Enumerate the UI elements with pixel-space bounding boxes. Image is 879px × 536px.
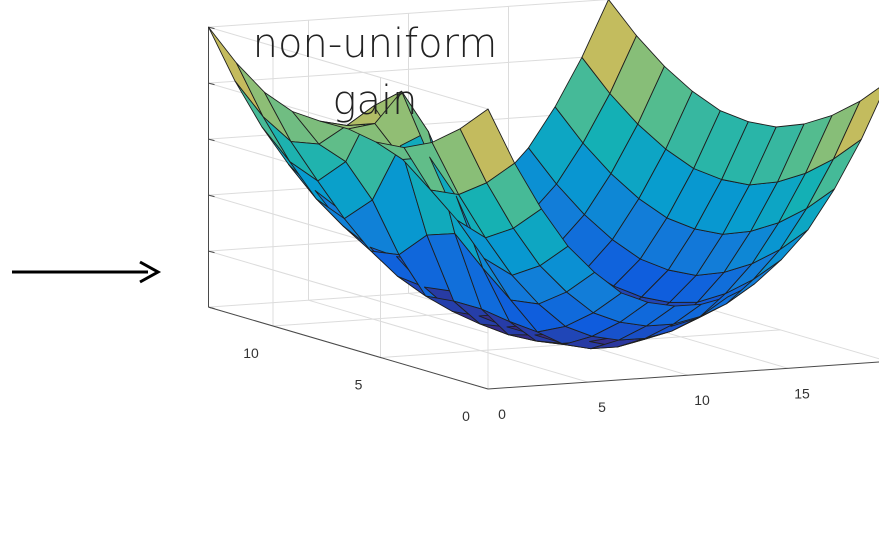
grid-line-back-z1 [208, 250, 489, 334]
surface-patch-0-14 [833, 87, 879, 160]
tick-labels: 051015200510 [243, 345, 810, 424]
y-tick-label-10: 10 [243, 345, 259, 361]
x-axis-line [487, 361, 879, 390]
annotation-title-line2: gain [333, 78, 418, 124]
x-tick-label-0: 0 [498, 406, 506, 422]
z-tick-4 [208, 82, 215, 86]
z-tick-3 [208, 138, 215, 142]
z-tick-2 [208, 194, 215, 198]
right-arrow-icon [12, 260, 162, 284]
annotation-title-line1: non-uniform [253, 21, 498, 67]
x-tick-label-10: 10 [694, 392, 710, 408]
y-tick-label-0: 0 [462, 408, 470, 424]
z-tick-0 [208, 306, 215, 310]
y-tick-label-5: 5 [355, 377, 363, 393]
surface-plot [208, 0, 879, 350]
grid-line-back-z5 [208, 26, 489, 110]
grid-line-floor-x0 [308, 299, 589, 383]
z-tick-5 [208, 26, 215, 30]
z-tick-1 [208, 250, 215, 254]
x-tick-label-5: 5 [598, 399, 606, 415]
y-axis-line [208, 306, 489, 390]
x-tick-label-15: 15 [794, 385, 810, 401]
